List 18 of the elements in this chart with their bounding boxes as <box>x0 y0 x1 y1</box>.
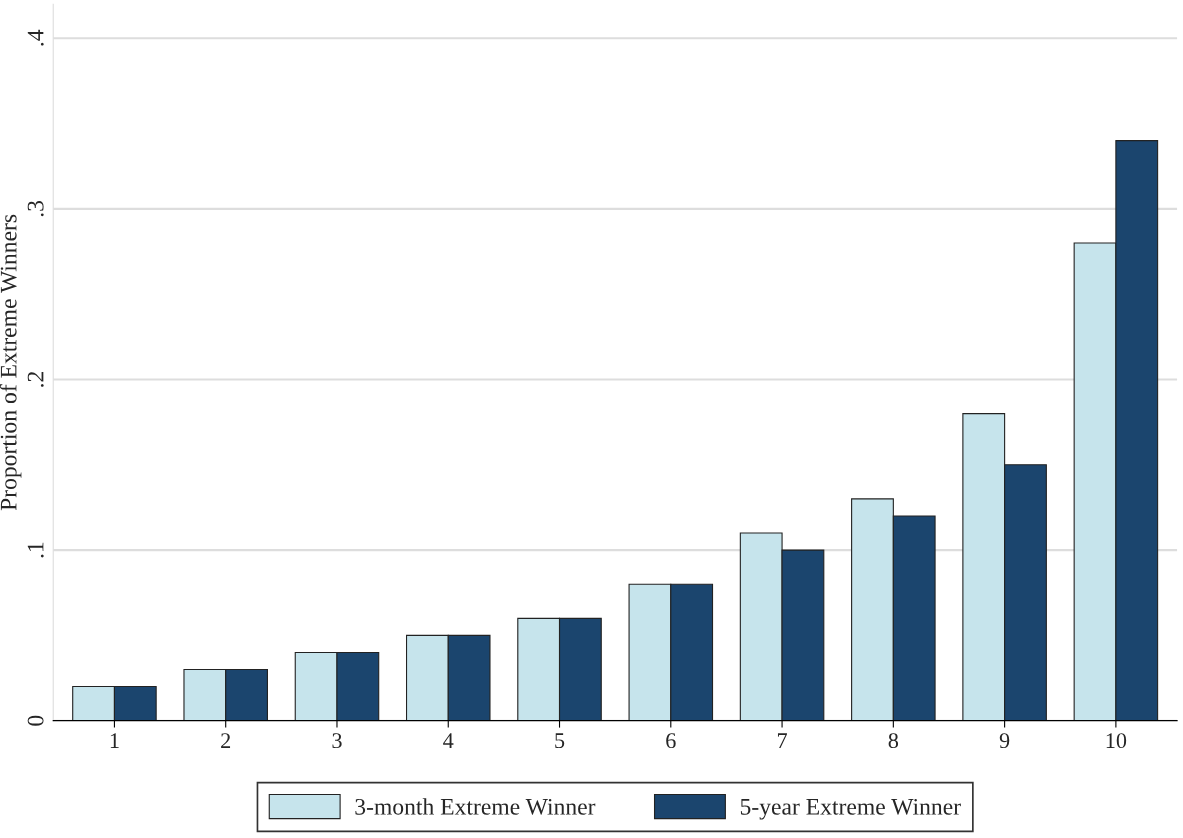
x-tick-label: 3 <box>332 733 342 749</box>
x-tick-label: 2 <box>221 733 231 748</box>
x-tick-label: 5 <box>555 733 565 749</box>
x-tick-label: 9 <box>999 733 1010 749</box>
y-axis-title: Proportion of Extreme Winners <box>0 214 22 511</box>
y-tick-label: .2 <box>27 371 44 387</box>
x-tick-label: 4 <box>443 733 454 748</box>
y-tick-label: .3 <box>27 200 44 217</box>
y-tick-label: 0 <box>27 715 44 726</box>
y-tick-label: .1 <box>27 542 44 558</box>
x-tick-label: 10 <box>1106 733 1127 749</box>
x-tick-label: 8 <box>888 733 899 749</box>
x-tick-label: 7 <box>777 733 787 748</box>
y-tick-label: .4 <box>27 29 44 46</box>
legend-label: 3-month Extreme Winner <box>355 798 596 815</box>
x-tick-label: 1 <box>110 733 119 748</box>
legend-label: 5-year Extreme Winner <box>740 798 961 820</box>
x-tick-label: 6 <box>666 733 676 749</box>
